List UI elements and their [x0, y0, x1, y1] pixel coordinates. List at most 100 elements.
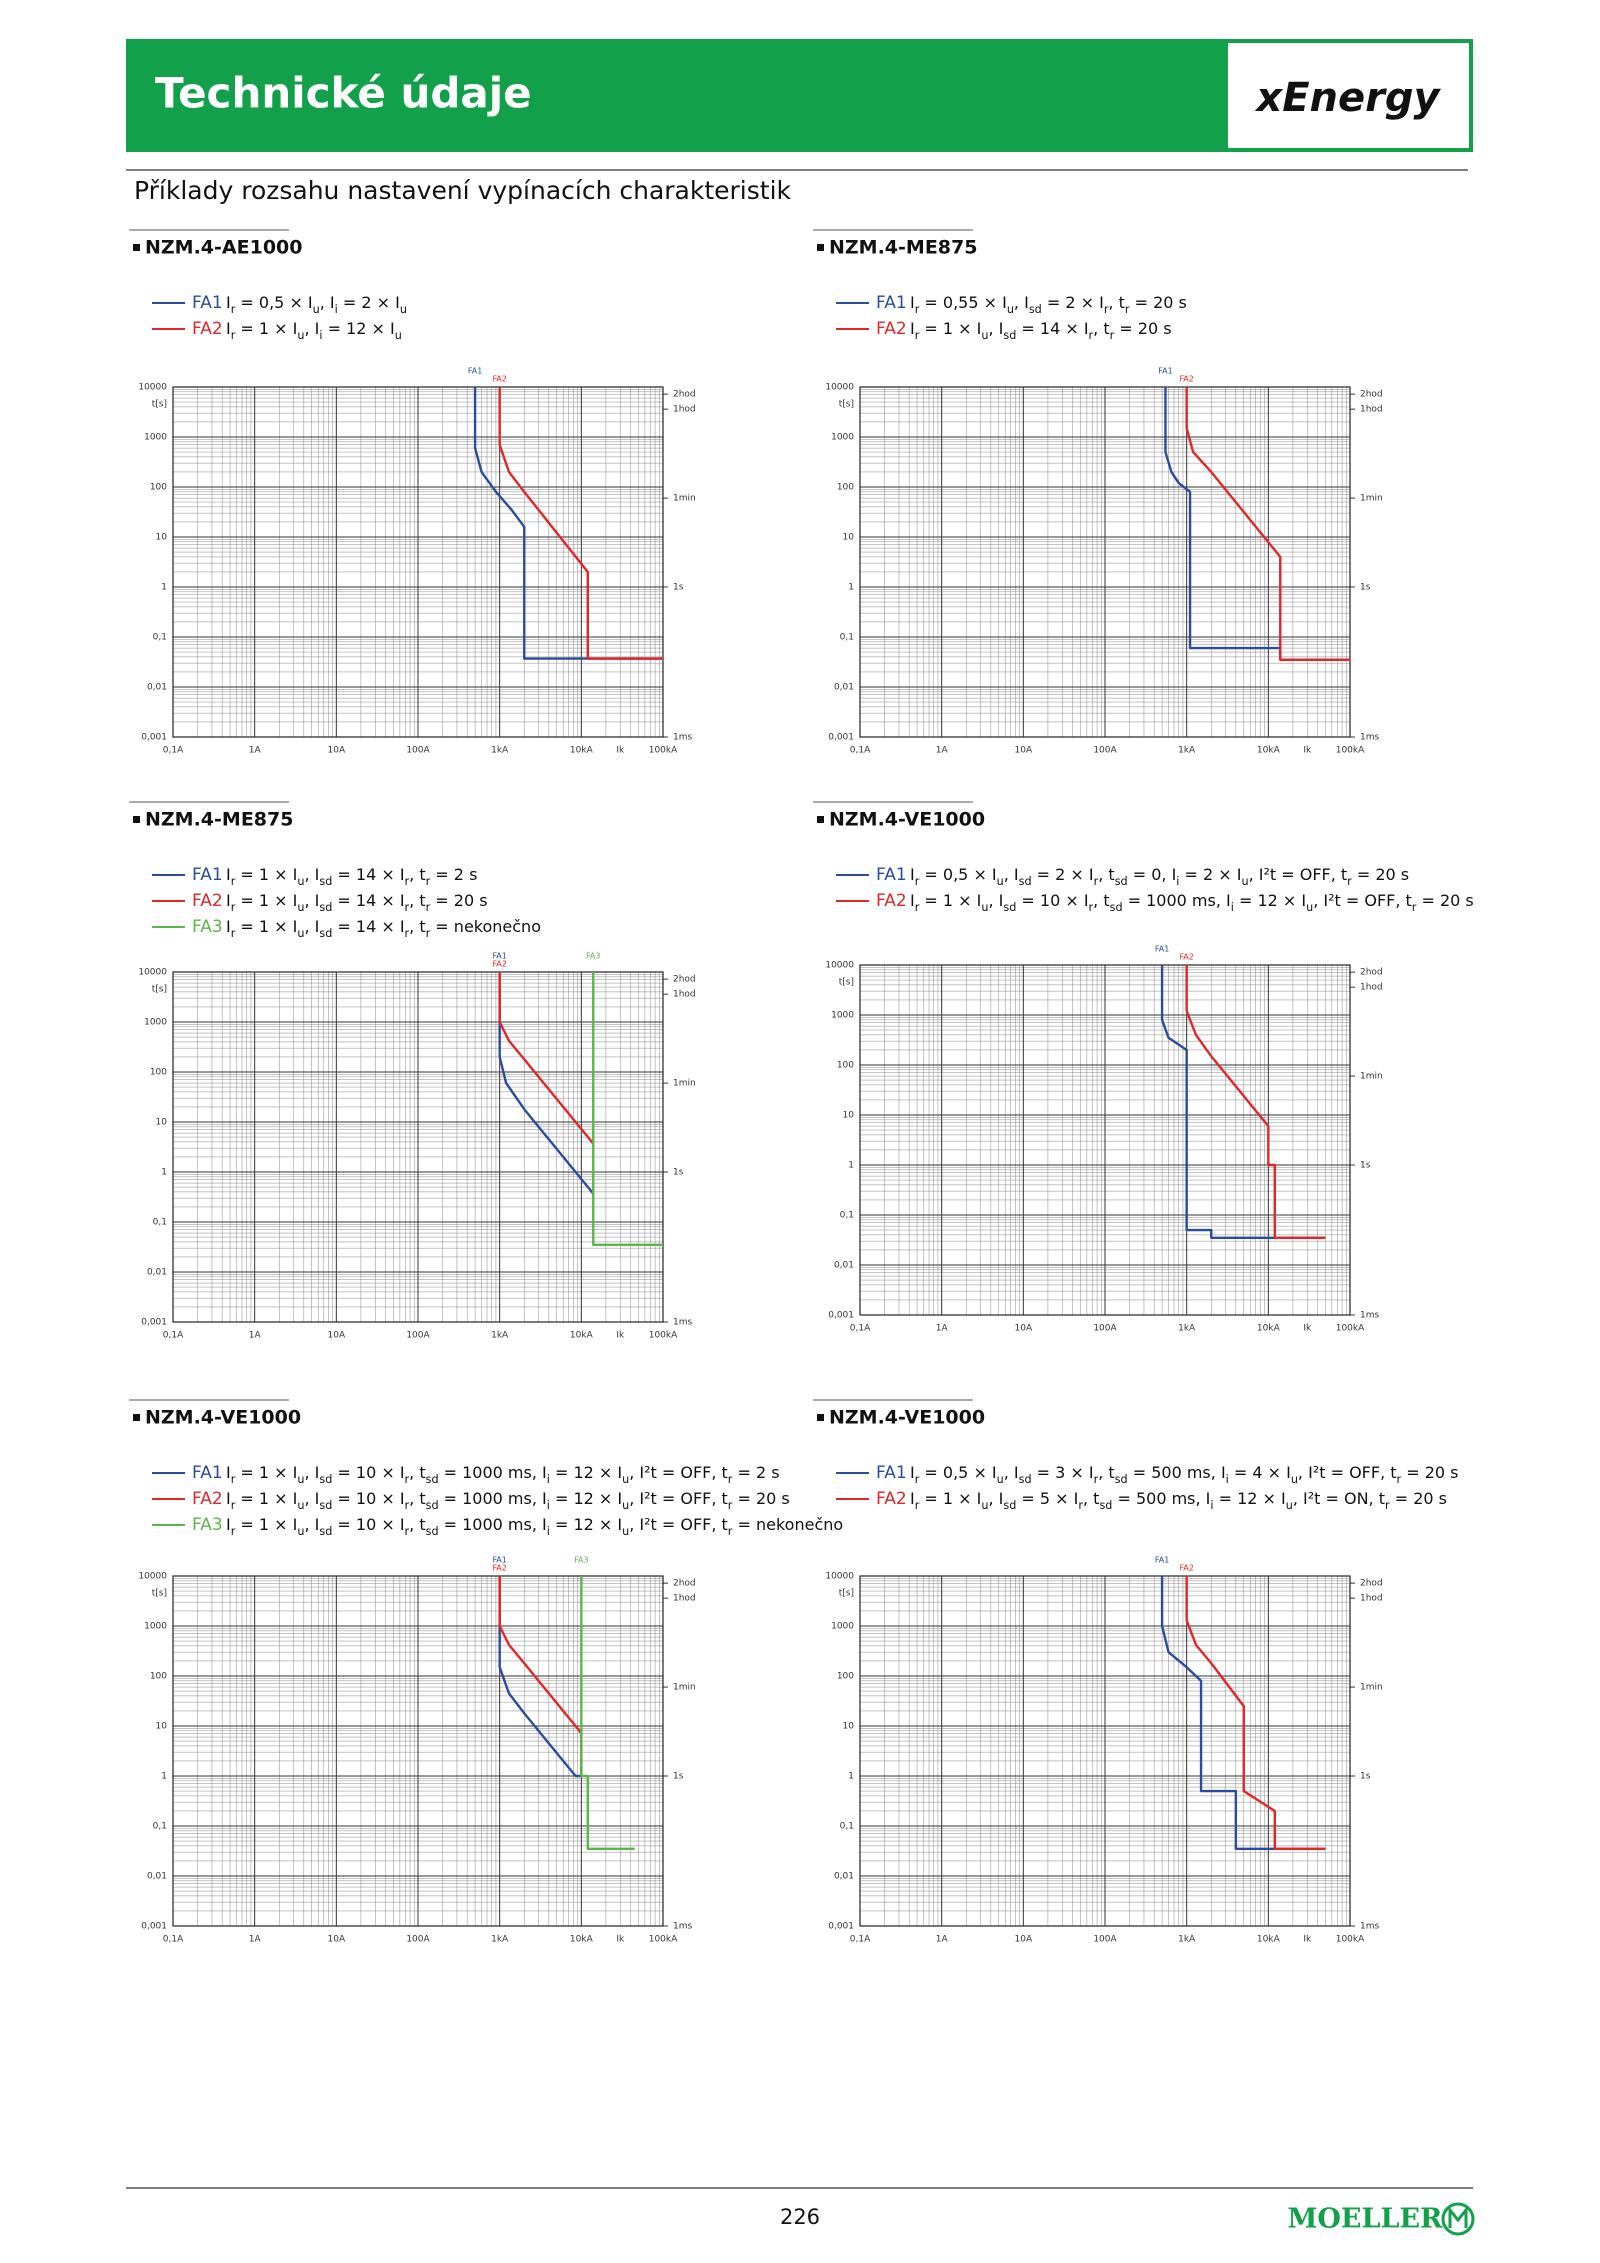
y-tick-label: 0,1: [840, 1211, 854, 1221]
y-tick-label: 100: [150, 1672, 167, 1682]
x-tick-label: 10kA: [1257, 1935, 1281, 1945]
curve-tag: FA2: [492, 960, 506, 969]
x-tick-label: 100kA: [1336, 1935, 1365, 1945]
y2-tick-label: 1min: [1360, 1072, 1383, 1082]
plot-frame: [172, 971, 664, 1323]
y-tick-label: 100: [837, 1672, 854, 1682]
x-annotation: Ik: [616, 1935, 625, 1945]
bullet: [133, 816, 140, 823]
y-axis-label: t[s]: [152, 1589, 167, 1599]
curve-tag: FA1: [492, 952, 506, 961]
y-tick-label: 10: [156, 533, 168, 543]
page-number: 226: [780, 2205, 820, 2229]
bullet: [133, 244, 140, 251]
y-axis-label: t[s]: [839, 400, 854, 410]
legend-description: Ir = 1 × Iu, Isd = 14 × Ir, tr = 20 s: [226, 891, 488, 914]
trip-curve: [580, 1576, 635, 1851]
y2-tick-label: 1ms: [673, 1922, 692, 1932]
y2-tick-label: 1ms: [1360, 733, 1379, 743]
y-axis-label: t[s]: [839, 1589, 854, 1599]
y-tick-label: 1000: [831, 433, 854, 443]
legend-description: Ir = 0,5 × Iu, Isd = 3 × Ir, tsd = 500 m…: [910, 1463, 1459, 1486]
trip-curve: [498, 972, 595, 1145]
y-axis-label: t[s]: [152, 985, 167, 995]
y-tick-label: 10: [843, 1111, 855, 1121]
legend-name: FA1: [876, 1463, 907, 1483]
x-tick-label: 10kA: [570, 1331, 594, 1341]
y-tick-label: 100: [150, 483, 167, 493]
y-tick-label: 0,01: [147, 1872, 167, 1882]
y2-tick-label: 1min: [673, 494, 696, 504]
y-tick-label: 1000: [144, 1018, 167, 1028]
legend-name: FA1: [876, 865, 907, 885]
x-tick-label: 10A: [1015, 1935, 1033, 1945]
legend-name: FA3: [192, 917, 223, 937]
y-tick-label: 1: [161, 583, 167, 593]
x-tick-label: 1kA: [491, 746, 509, 756]
legend-description: Ir = 1 × Iu, Isd = 14 × Ir, tr = 20 s: [910, 319, 1172, 342]
x-tick-label: 100kA: [1336, 1324, 1365, 1334]
y2-tick-label: 1hod: [1360, 983, 1383, 993]
y-tick-label: 1000: [831, 1011, 854, 1021]
y2-tick-label: 1hod: [673, 1594, 696, 1604]
y-tick-label: 0,01: [147, 1268, 167, 1278]
x-tick-label: 100A: [1093, 746, 1117, 756]
y-tick-label: 1000: [144, 433, 167, 443]
x-tick-label: 10A: [328, 746, 346, 756]
curve-tag: FA1: [1155, 945, 1169, 954]
curve-tag: FA2: [492, 1564, 506, 1573]
chart-title: NZM.4-VE1000: [145, 1407, 301, 1429]
legend-description: Ir = 0,55 × Iu, Isd = 2 × Ir, tr = 20 s: [910, 293, 1187, 316]
legend-description: Ir = 1 × Iu, Isd = 14 × Ir, tr = 2 s: [226, 865, 477, 888]
x-tick-label: 10A: [1015, 746, 1033, 756]
legend-description: Ir = 0,5 × Iu, Isd = 2 × Ir, tsd = 0, Ii…: [910, 865, 1409, 888]
y2-tick-label: 2hod: [1360, 968, 1383, 978]
y2-tick-label: 1ms: [1360, 1311, 1379, 1321]
legend-description: Ir = 1 × Iu, Isd = 10 × Ir, tsd = 1000 m…: [226, 1463, 780, 1486]
x-tick-label: 10kA: [570, 746, 594, 756]
x-tick-label: 10A: [328, 1935, 346, 1945]
trip-curve: [1185, 965, 1326, 1240]
plot-frame: [172, 386, 664, 738]
curve-tag: FA1: [492, 1556, 506, 1565]
y2-tick-label: 1s: [673, 1168, 684, 1178]
y-tick-label: 0,01: [834, 1872, 854, 1882]
legend-name: FA1: [192, 293, 223, 313]
x-tick-label: 100A: [406, 1935, 430, 1945]
y2-tick-label: 1hod: [673, 405, 696, 415]
y2-tick-label: 1s: [1360, 1161, 1371, 1171]
legend-description: Ir = 1 × Iu, Isd = 10 × Ir, tsd = 1000 m…: [910, 891, 1474, 914]
y2-tick-label: 2hod: [673, 975, 696, 985]
x-tick-label: 0,1A: [163, 1935, 184, 1945]
y-tick-label: 10: [843, 533, 855, 543]
trip-curve: [1185, 1576, 1326, 1851]
subtitle: Příklady rozsahu nastavení vypínacích ch…: [134, 176, 792, 205]
y2-tick-label: 1hod: [673, 990, 696, 1000]
x-tick-label: 1A: [936, 1935, 949, 1945]
x-tick-label: 1A: [249, 1935, 262, 1945]
trip-curve: [473, 387, 663, 660]
x-tick-label: 0,1A: [850, 1324, 871, 1334]
legend-name: FA3: [192, 1515, 223, 1535]
y-tick-label: 10000: [825, 383, 854, 393]
y-tick-label: 10: [843, 1722, 855, 1732]
brand-icon: [1448, 2205, 1468, 2228]
trip-curve: [1185, 387, 1350, 661]
curve-tag: FA1: [1158, 367, 1172, 376]
x-tick-label: 100A: [1093, 1324, 1117, 1334]
y-tick-label: 0,001: [828, 1922, 854, 1932]
x-tick-label: 1A: [249, 746, 262, 756]
x-annotation: Ik: [616, 746, 625, 756]
x-tick-label: 10A: [328, 1331, 346, 1341]
trip-curve: [1160, 965, 1326, 1240]
legend-name: FA2: [876, 891, 907, 911]
y-tick-label: 10000: [825, 961, 854, 971]
logo: xEnergy: [1254, 75, 1441, 121]
x-tick-label: 100A: [406, 746, 430, 756]
x-tick-label: 1A: [249, 1331, 262, 1341]
x-tick-label: 0,1A: [850, 746, 871, 756]
curve-tag: FA1: [1155, 1556, 1169, 1565]
legend-description: Ir = 1 × Iu, Isd = 10 × Ir, tsd = 1000 m…: [226, 1489, 790, 1512]
x-tick-label: 0,1A: [163, 746, 184, 756]
